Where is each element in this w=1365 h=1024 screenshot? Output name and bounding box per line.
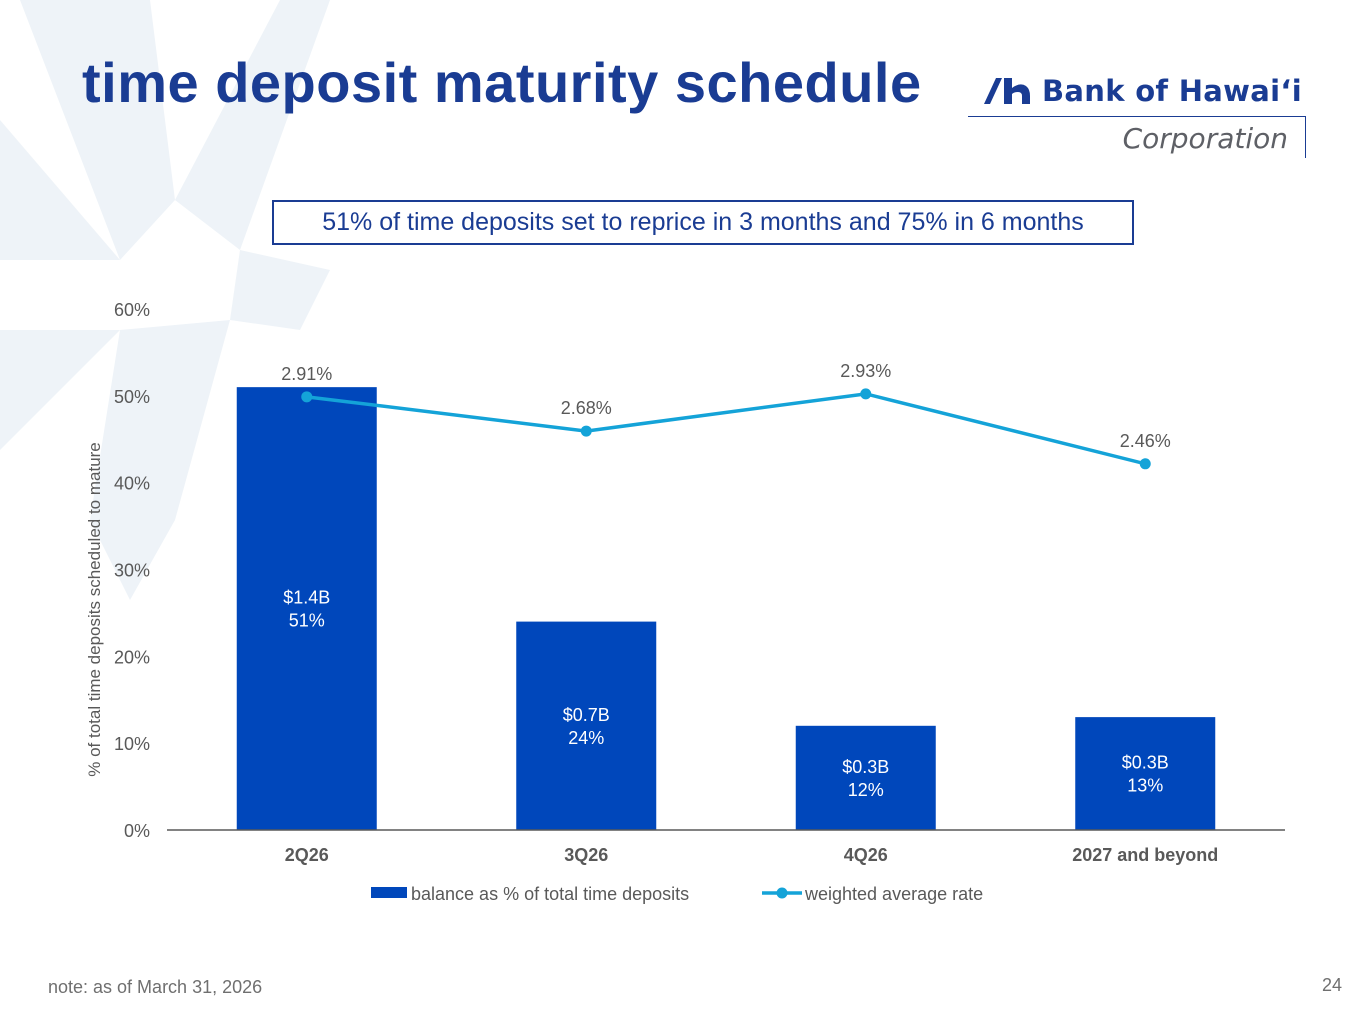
- callout-box: 51% of time deposits set to reprice in 3…: [272, 200, 1134, 245]
- background-star-watermark: [0, 0, 330, 600]
- legend-bar-label: balance as % of total time deposits: [411, 884, 689, 904]
- y-tick-label: 0%: [124, 821, 150, 841]
- rate-label: 2.93%: [840, 361, 891, 381]
- bank-logo-mark-icon: [984, 78, 1030, 104]
- y-axis-title: % of total time deposits scheduled to ma…: [85, 442, 104, 777]
- bar-value-label: $0.7B: [563, 705, 610, 725]
- x-category-label: 4Q26: [844, 845, 888, 865]
- rate-point: [860, 388, 872, 400]
- bar-value-label: $0.3B: [1122, 753, 1169, 773]
- bar-percent-label: 13%: [1127, 776, 1163, 796]
- rate-label: 2.46%: [1120, 431, 1171, 451]
- y-tick-label: 20%: [114, 647, 150, 667]
- rate-point: [580, 425, 592, 437]
- rate-point: [301, 391, 313, 403]
- rate-line: [306, 392, 1146, 466]
- legend-line-marker: [776, 887, 788, 899]
- x-category-label: 3Q26: [564, 845, 608, 865]
- bar: [236, 387, 377, 830]
- y-tick-label: 60%: [114, 300, 150, 320]
- bank-logo: Bank of Hawai‘i Corporation: [968, 62, 1308, 162]
- rate-label: 2.91%: [281, 364, 332, 384]
- rate-label: 2.68%: [561, 398, 612, 418]
- bar: [1075, 717, 1216, 830]
- bar-percent-label: 24%: [568, 728, 604, 748]
- legend-line-label: weighted average rate: [804, 884, 983, 904]
- callout-text: 51% of time deposits set to reprice in 3…: [322, 208, 1084, 236]
- footnote: note: as of March 31, 2026: [48, 977, 263, 997]
- x-category-label: 2Q26: [285, 845, 329, 865]
- bar: [795, 725, 936, 830]
- x-category-label: 2027 and beyond: [1072, 845, 1218, 865]
- legend-bar-swatch: [371, 887, 407, 898]
- bar-value-label: $1.4B: [283, 588, 330, 608]
- bank-logo-name: Bank of Hawai‘i: [1042, 74, 1302, 108]
- bar: [516, 621, 657, 830]
- bar-value-label: $0.3B: [842, 757, 889, 777]
- logo-vertical-divider: [1305, 116, 1306, 158]
- y-tick-label: 50%: [114, 387, 150, 407]
- page-number: 24: [1322, 975, 1343, 995]
- bar-percent-label: 51%: [289, 611, 325, 631]
- bank-logo-subtitle: Corporation: [1122, 122, 1288, 155]
- y-tick-label: 10%: [114, 734, 150, 754]
- rate-point: [1139, 458, 1151, 470]
- page-title: time deposit maturity schedule: [82, 51, 922, 114]
- y-tick-label: 40%: [114, 474, 150, 494]
- y-tick-label: 30%: [114, 561, 150, 581]
- logo-divider: [968, 116, 1306, 117]
- bar-percent-label: 12%: [848, 780, 884, 800]
